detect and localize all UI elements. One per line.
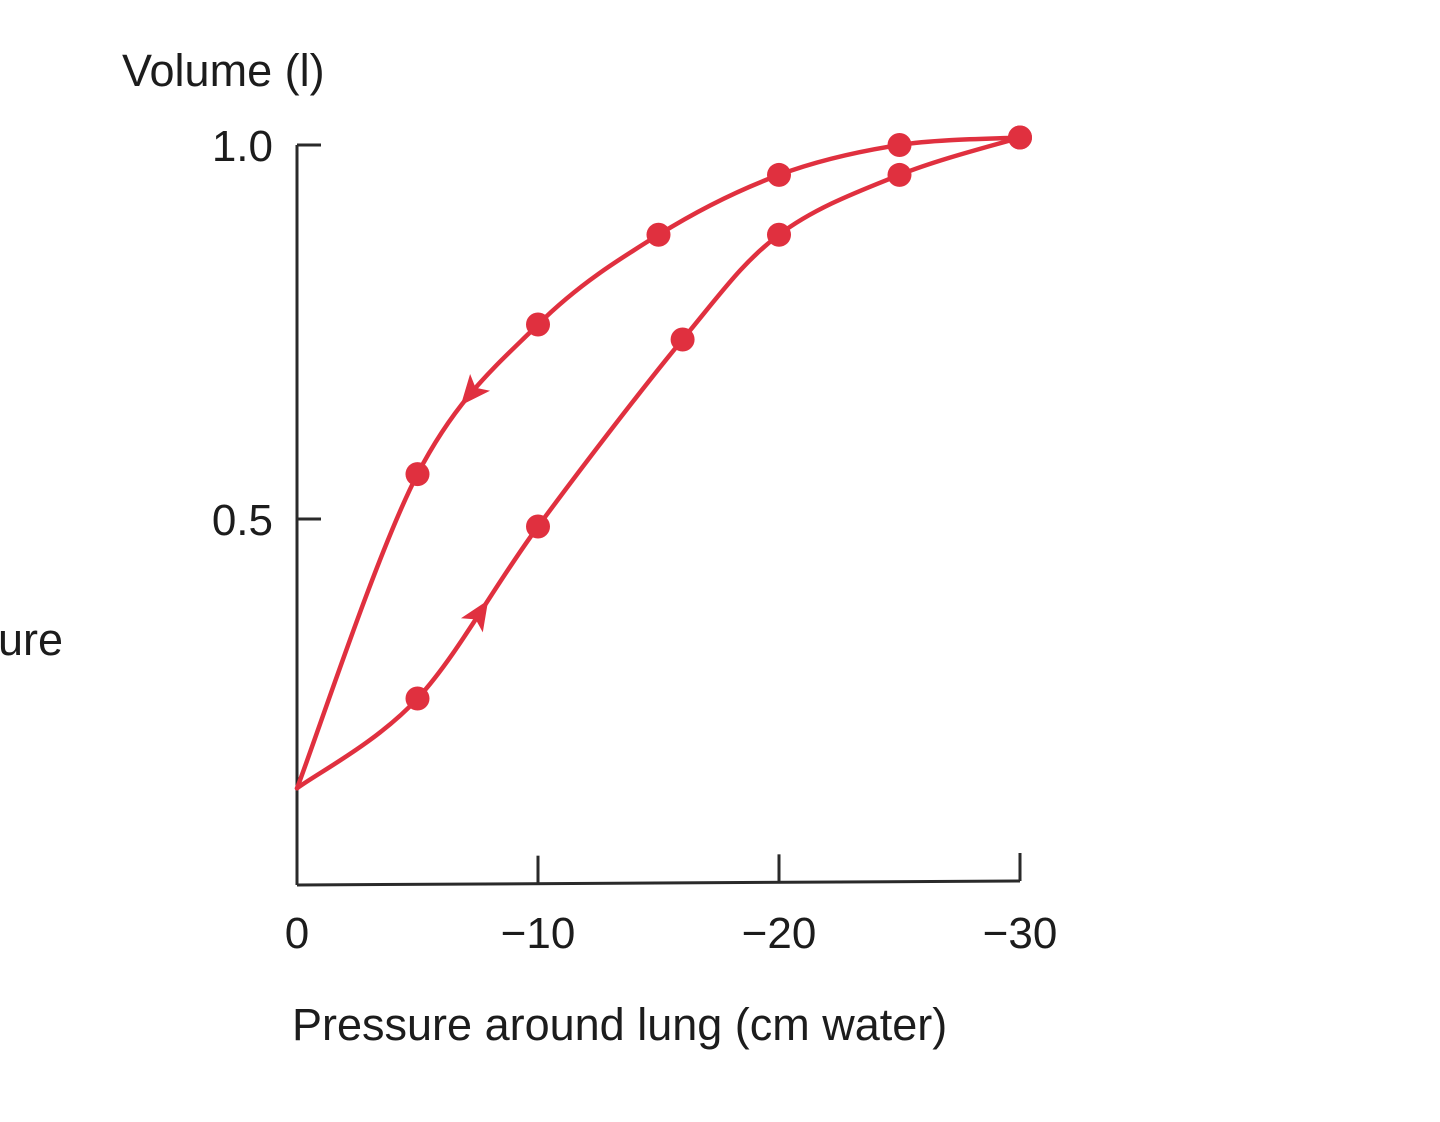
y-tick-label: 1.0	[212, 122, 273, 171]
x-tick-label: 0	[285, 909, 309, 958]
ticks: 0.5 1.0 0 −10 −20 −30	[212, 122, 1057, 958]
data-point	[887, 133, 912, 157]
x-axis-line	[296, 879, 1021, 887]
data-point	[767, 222, 791, 247]
direction-arrow	[460, 600, 489, 633]
direction-arrow	[460, 373, 491, 406]
x-tick-label: −30	[983, 909, 1058, 958]
data-point	[526, 514, 550, 539]
series-deflation	[294, 125, 1032, 791]
data-point	[526, 312, 550, 337]
data-point	[887, 162, 912, 187]
x-axis-label: Pressure around lung (cm water)	[292, 999, 947, 1050]
y-axis-label: Volume (l)	[122, 45, 325, 96]
data-point	[405, 462, 430, 487]
y-tick-label: 0.5	[212, 496, 273, 545]
data-point	[646, 222, 671, 247]
data-point	[405, 686, 430, 711]
x-tick-label: −20	[742, 909, 817, 958]
data-point	[767, 162, 791, 187]
data-point	[670, 327, 695, 352]
left-margin-text-fragment: ure	[0, 614, 63, 665]
series	[294, 125, 1032, 791]
axes	[295, 145, 1021, 887]
labels: Volume (l) Pressure around lung (cm wate…	[0, 45, 947, 1050]
data-point	[1008, 125, 1032, 150]
series-inflation	[294, 125, 1032, 791]
x-tick-label: −10	[501, 909, 576, 958]
